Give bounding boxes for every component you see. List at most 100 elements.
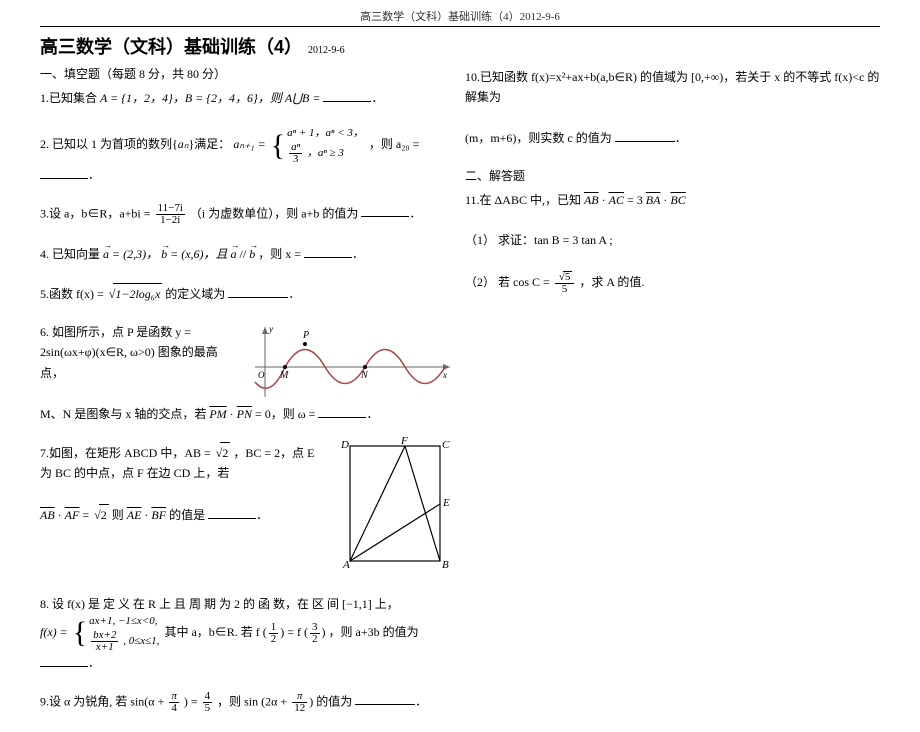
rect-D: D [340,439,349,451]
q9-c: 的值为 [316,694,352,708]
q11-bc: BC [670,193,685,207]
q10-a: 10.已知函数 f(x)=x²+ax+b(a,b∈R) 的值域为 [0,+∞)，… [465,70,879,104]
sine-label-y: y [268,324,273,334]
question-4: 4. 已知向量 a = (2,3)， b = (x,6)，且 a // b ，则… [40,244,455,264]
sine-label-x: x [442,370,447,380]
q6-pn: PN [237,407,252,421]
vector-b2-icon: b [249,247,255,261]
sine-label-O: O [258,370,265,380]
q2-b: ，则 a₂₀ = [369,137,419,151]
q7-af: AF [65,508,80,522]
q8-c2-num: bx+2 [91,630,118,642]
section-2-head: 二、解答题 [465,167,880,184]
q6-b: M、N 是图象与 x 轴的交点，若 [40,407,209,421]
q8-c: ，则 a+3b 的值为 [329,625,419,639]
q6-pm: PM [209,407,226,421]
question-10: 10.已知函数 f(x)=x²+ax+b(a,b∈R) 的值域为 [0,+∞)，… [465,67,880,149]
question-3: 3.设 a，b∈R，a+bi = 11−7i1−2i （i 为虚数单位），则 a… [40,203,455,226]
q9-pi12n: π [292,691,307,703]
q8-case1: ax+1, −1≤x<0, [89,614,159,629]
q2-c2-cond: ，aⁿ ≥ 3 [307,147,344,159]
q6-c: = 0，则 ω = [255,407,315,421]
question-1: 1.已知集合 A = {1，2，4}，B = {2，4，6}，则 A⋃B = ． [40,88,455,108]
q3-a: 3.设 a，b∈R，a+bi = [40,206,151,220]
q11-p2a: （2） 若 cos C = [465,275,550,289]
page-title: 高三数学（文科）基础训练（4） [40,33,302,59]
title-row: 高三数学（文科）基础训练（4） 2012-9-6 [40,33,455,59]
q4-a2: = (2,3)， [112,247,158,261]
q8-a: 8. 设 f(x) 是 定 义 在 R 上 且 周 期 为 2 的 函 数，在 … [40,597,399,611]
brace-icon: { [271,134,285,158]
rect-F: F [400,436,408,447]
q5-b: 的定义域为 [165,287,225,301]
vector-a-icon: a [103,247,109,261]
q11-5: 5 [555,284,575,295]
q8-c2-den: x+1 [91,642,118,653]
q11-sqrt5: 5 [563,271,573,283]
q1-text-a: 1.已知集合 [40,91,100,105]
q8-piecewise: { ax+1, −1≤x<0, bx+2x+1 , 0≤x≤1, [73,614,160,652]
question-2: 2. 已知以 1 为首项的数列{aₙ}满足： aₙ₊₁ = { aⁿ + 1，a… [40,126,455,185]
q2-blank [40,167,88,179]
q2-aeq: aₙ₊₁ = [233,137,265,151]
question-9: 9.设 α 为锐角, 若 sin(α + π4 ) = 45 ，则 sin (2… [40,691,455,714]
q11-ac: AC [609,193,624,207]
q5-a: 5.函数 f(x) = [40,287,104,301]
q8-b: 其中 a，b∈R. 若 f [164,625,259,639]
q9-a2: ) = [184,694,198,708]
q1-blank [323,90,371,102]
q1-text-b: A = {1，2，4}，B = {2，4，6}，则 A⋃B = [100,91,320,105]
q4-c: ，则 x = [258,247,301,261]
rect-A: A [342,559,350,571]
sqrt2-icon: 2 [214,442,231,463]
q9-b: ，则 sin [217,694,258,708]
header-rule [40,26,880,27]
sqrt-icon: 1−2log₆x [107,283,163,304]
q6-blank [318,406,366,418]
q7-ae: AE [127,508,142,522]
q2-case1: aⁿ + 1，aⁿ < 3， [287,126,364,141]
q9-pi4d: 4 [169,703,179,714]
q2-a: 2. 已知以 1 为首项的数列{ [40,137,178,151]
q11-ba: BA [646,193,661,207]
q8-h2d: 2 [310,634,320,645]
q6-a: 6. 如图所示，点 P 是函数 y = 2sin(ωx+φ)(x∈R, ω>0)… [40,325,218,380]
q9-45d: 5 [203,703,213,714]
q3-den: 1−2i [156,215,185,226]
q5-blank [228,286,288,298]
vector-b-icon: b [161,247,167,261]
title-date: 2012-9-6 [308,45,345,56]
left-column: 高三数学（文科）基础训练（4） 2012-9-6 一、填空题（每题 8 分，共 … [40,33,455,732]
sine-figure: P M N O y x [225,322,455,402]
q7-blank [208,507,256,519]
q11-a: 11.在 ΔABC 中,，已知 [465,193,584,207]
question-6: P M N O y x 6. 如图所示，点 P 是函数 y = 2sin(ωx+… [40,322,455,424]
q2-c2-den: 3 [289,154,302,165]
q7-d: 的值是 [169,508,205,522]
q10-blank [615,130,675,142]
q4-blank [304,246,352,258]
rect-B: B [442,559,449,571]
question-11: 11.在 ΔABC 中,，已知 AB · AC = 3 BA · BC （1） … [465,190,880,296]
q2-a2: }满足： [189,137,231,151]
right-column: 10.已知函数 f(x)=x²+ax+b(a,b∈R) 的值域为 [0,+∞)，… [465,33,880,732]
q3-b: （i 为虚数单位），则 a+b 的值为 [190,206,358,220]
q11-p2b: ，求 A 的值. [579,275,644,289]
q9-pi12d: 12 [292,703,307,714]
q2-c2-num: aⁿ [289,142,302,154]
sine-label-N: N [360,370,369,381]
sine-label-P: P [302,330,309,341]
q9-blank [355,693,415,705]
q5-rad: 1−2log₆x [113,283,162,304]
vector-a2-icon: a [231,247,237,261]
q9-pi4n: π [169,691,179,703]
q9-45n: 4 [203,691,213,703]
sine-label-M: M [279,370,289,381]
running-header: 高三数学（文科）基础训练（4）2012-9-6 [0,0,920,24]
q3-blank [361,205,409,217]
q7-c: 则 [112,508,127,522]
q10-b: (m，m+6)，则实数 c 的值为 [465,131,612,145]
question-7: A B C D E F 7.如图，在矩形 ABCD 中，AB = 2 ，BC =… [40,442,455,576]
q7-ab: AB [40,508,55,522]
rect-E: E [442,497,450,509]
